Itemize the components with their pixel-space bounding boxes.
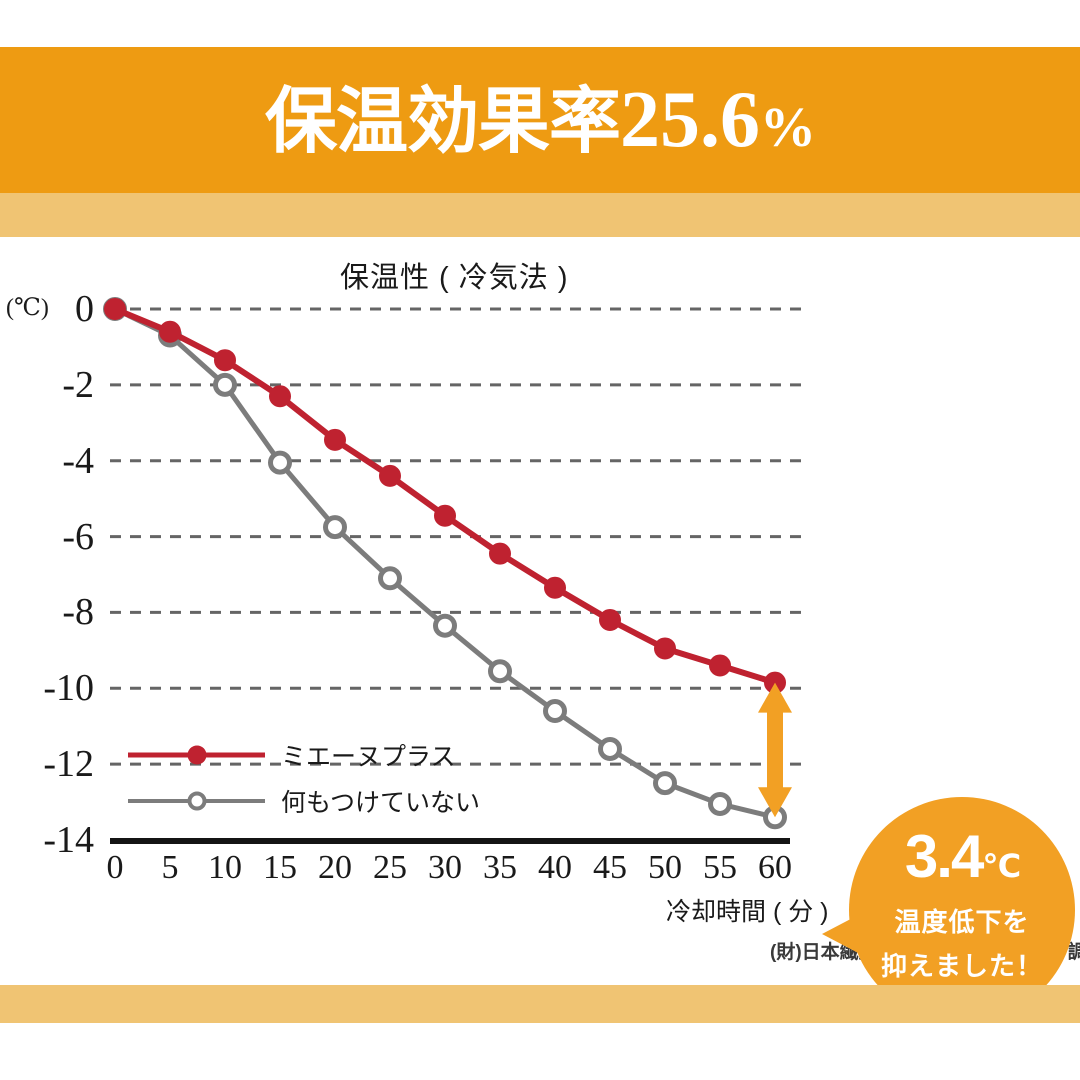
x-axis-tick-label: 30 bbox=[428, 849, 462, 886]
data-point bbox=[488, 659, 512, 684]
x-axis-tick-label: 10 bbox=[208, 849, 242, 886]
x-axis-tick-label: 5 bbox=[161, 849, 179, 886]
legend-label-series-1: 何もつけていない bbox=[281, 789, 481, 817]
data-point bbox=[323, 515, 347, 540]
page-title: 保温効果率 25.6% bbox=[264, 76, 816, 164]
data-point bbox=[709, 654, 731, 677]
y-axis-tick-label: -14 bbox=[43, 819, 94, 861]
legend-swatch-gray bbox=[128, 789, 265, 813]
header-banner: 保温効果率 25.6% bbox=[0, 47, 1080, 193]
footer-accent-stripe bbox=[0, 985, 1080, 1023]
x-axis-tick-label: 15 bbox=[263, 849, 297, 886]
callout-value-number: 3.4 bbox=[904, 823, 984, 890]
data-point bbox=[544, 576, 566, 599]
x-axis-title: 冷却時間 ( 分 ) bbox=[666, 898, 829, 926]
chart-region: 保温性 ( 冷気法 ) (℃) 0 -2 -4 -6 -8 -10 -12 -14 0 5 10 1… bbox=[0, 237, 1080, 1023]
callout-text-line-1: 温度低下を bbox=[894, 907, 1030, 937]
line-chart-plot bbox=[103, 297, 808, 844]
data-point bbox=[599, 609, 621, 632]
data-point bbox=[213, 372, 237, 397]
x-axis-tick-label: 25 bbox=[373, 849, 407, 886]
callout-text-line-2: 抑えました！ bbox=[880, 951, 1043, 981]
gridlines bbox=[110, 307, 808, 766]
data-point bbox=[378, 566, 402, 591]
data-point bbox=[104, 298, 126, 320]
x-axis-tick-label: 0 bbox=[106, 849, 124, 886]
chart-legend: ミエーヌプラス 何もつけていない bbox=[128, 732, 548, 824]
data-point bbox=[653, 771, 677, 796]
x-axis-tick-label: 40 bbox=[538, 849, 572, 886]
y-axis-tick-label: -10 bbox=[43, 667, 94, 710]
x-axis-tick-label: 50 bbox=[648, 849, 682, 886]
data-point bbox=[598, 736, 622, 761]
x-axis-tick-label: 20 bbox=[318, 849, 352, 886]
y-axis-tick-label: -2 bbox=[62, 363, 94, 406]
legend-item-series-1: 何もつけていない bbox=[128, 778, 548, 824]
data-point bbox=[159, 320, 181, 343]
y-axis-tick-label: -8 bbox=[62, 591, 94, 634]
callout-value: 3.4℃ bbox=[849, 827, 1075, 887]
annotation-arrow bbox=[758, 682, 792, 818]
legend-label-series-0: ミエーヌプラス bbox=[281, 743, 456, 771]
arrow-head-down-icon bbox=[758, 787, 792, 818]
data-point bbox=[379, 464, 401, 487]
callout-value-unit: ℃ bbox=[982, 848, 1021, 884]
x-axis-tick-label: 35 bbox=[483, 849, 517, 886]
data-point bbox=[489, 542, 511, 565]
data-point bbox=[214, 349, 236, 372]
y-axis-tick-label: 0 bbox=[75, 288, 94, 330]
data-point bbox=[433, 613, 457, 638]
chart-title: 保温性 ( 冷気法 ) bbox=[340, 262, 569, 294]
y-axis-tick-label: -12 bbox=[43, 743, 94, 786]
data-point bbox=[654, 637, 676, 660]
y-axis-tick-label: -4 bbox=[62, 439, 94, 482]
data-point bbox=[269, 385, 291, 408]
callout-bubble-tail-icon bbox=[822, 912, 864, 956]
page-title-unit: % bbox=[760, 97, 816, 159]
legend-item-series-0: ミエーヌプラス bbox=[128, 732, 548, 778]
y-axis-tick-label: -6 bbox=[62, 515, 94, 558]
data-point bbox=[434, 504, 456, 527]
y-axis-unit-label: (℃) bbox=[6, 295, 49, 321]
series-layer bbox=[103, 297, 787, 830]
x-axis-tick-label: 45 bbox=[593, 849, 627, 886]
data-point bbox=[543, 699, 567, 724]
x-axis-tick-label: 60 bbox=[758, 849, 792, 886]
data-point bbox=[708, 791, 732, 816]
arrow-head-up-icon bbox=[758, 682, 792, 713]
page-title-value: 25.6 bbox=[620, 76, 760, 164]
header-accent-stripe bbox=[0, 193, 1080, 237]
data-point bbox=[324, 428, 346, 451]
legend-swatch-red bbox=[128, 743, 265, 767]
data-point bbox=[268, 450, 292, 475]
x-axis-tick-label: 55 bbox=[703, 849, 737, 886]
page-title-label: 保温効果率 bbox=[264, 82, 621, 162]
arrow-shaft bbox=[767, 699, 783, 801]
